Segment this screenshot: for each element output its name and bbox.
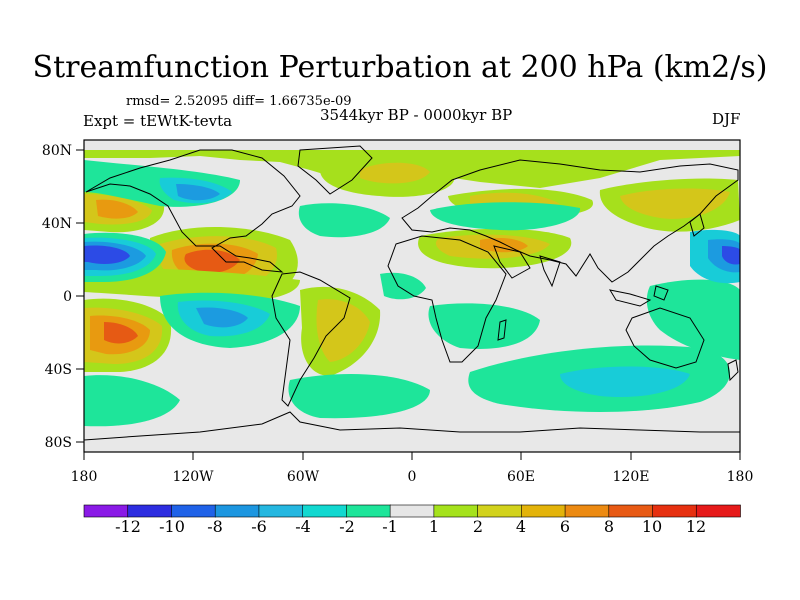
lat-tick-80s: 80S [45, 435, 84, 451]
negative-anomaly-33 [196, 307, 248, 328]
colorbar-swatch [477, 504, 523, 518]
negative-anomaly-35 [288, 374, 430, 419]
lat-tick-40s: 40S [45, 362, 84, 378]
negative-anomaly-36 [428, 303, 540, 349]
coast-greenland [297, 145, 373, 195]
colorbar-label: 8 [604, 517, 614, 536]
coast-australia [625, 307, 705, 369]
lon-tick-label: 60W [287, 469, 320, 485]
period-label: 3544kyr BP - 0000kyr BP [320, 106, 513, 124]
lon-tick-180e: 180 [727, 452, 754, 485]
positive-anomaly-20 [316, 299, 370, 362]
colorbar-label: 6 [560, 517, 570, 536]
stats-text: rmsd= 2.52095 diff= 1.66735e-09 [126, 94, 352, 109]
negative-anomaly-43 [722, 246, 740, 265]
colorbar-swatch [389, 504, 435, 518]
lat-tick-label: 40N [42, 216, 72, 232]
colorbar-label: 12 [686, 517, 706, 536]
colorbar-label: -10 [159, 517, 185, 536]
colorbar-label: 1 [429, 517, 439, 536]
colorbar-swatch [302, 504, 348, 518]
positive-anomaly-2 [360, 162, 430, 184]
colorbar-swatch [433, 504, 479, 518]
colorbar-swatch [652, 504, 698, 518]
lon-tick-label: 0 [408, 469, 417, 485]
lon-tick-label: 120W [172, 469, 214, 485]
coast-africa [387, 235, 507, 363]
coast-arabia-india [493, 245, 561, 288]
experiment-label: Expt = tEWtK-tevta [83, 112, 233, 130]
lon-tick-label: 120E [613, 469, 650, 485]
lat-tick-label: 80S [45, 435, 72, 451]
coastlines [84, 145, 740, 441]
coast-eurasia [401, 159, 739, 283]
negative-anomaly-38 [560, 366, 690, 398]
colorbar-labels: -12 -10 -8 -6 -4 -2 -1 1 2 4 6 8 10 12 [115, 517, 706, 536]
negative-anomaly-30 [84, 245, 130, 264]
lon-tick-label: 180 [71, 469, 98, 485]
colorbar-label: -6 [251, 517, 267, 536]
colorbar-label: -4 [295, 517, 311, 536]
lat-tick-label: 0 [63, 289, 72, 305]
colorbar-swatch [171, 504, 217, 518]
colorbar-label: 10 [642, 517, 662, 536]
coast-north-america [85, 149, 301, 273]
colorbar-label: 4 [516, 517, 526, 536]
colorbar-label: -12 [115, 517, 141, 536]
coast-se-asia-islands [608, 285, 669, 307]
lon-tick-180w: 180 [71, 452, 98, 485]
negative-anomaly-45 [380, 272, 426, 300]
colorbar-swatch [521, 504, 566, 518]
positive-anomaly-18 [104, 322, 138, 344]
positive-anomaly-14 [96, 199, 138, 219]
negative-anomaly-40 [646, 279, 740, 360]
colorbar [83, 504, 741, 518]
colorbar-swatch [83, 504, 129, 518]
lat-tick-label: 40S [45, 362, 72, 378]
lat-axis: 80N 40N 0 40S 80S [42, 143, 84, 451]
lat-tick-0: 0 [63, 289, 84, 305]
lat-tick-40n: 40N [42, 216, 84, 232]
lat-tick-80n: 80N [42, 143, 84, 159]
page-title: Streamfunction Perturbation at 200 hPa (… [32, 50, 768, 85]
colorbar-swatch [608, 504, 654, 518]
negative-anomaly-26 [176, 184, 220, 201]
colorbar-swatch [258, 504, 304, 518]
lon-tick-120w: 120W [172, 452, 214, 485]
lon-tick-60w: 60W [287, 452, 320, 485]
lon-tick-60e: 60E [507, 452, 535, 485]
season-label: DJF [712, 110, 741, 128]
colorbar-swatch [214, 504, 260, 518]
colorbar-swatch [564, 504, 610, 518]
lon-tick-120e: 120E [613, 452, 650, 485]
lon-tick-0: 0 [408, 452, 417, 485]
colorbar-swatch [127, 504, 173, 518]
coast-japan [689, 213, 705, 237]
negative-anomaly-44 [298, 203, 390, 238]
coast-new-zealand [727, 359, 739, 382]
coast-madagascar [497, 319, 507, 341]
colorbar-swatch [346, 504, 391, 518]
colorbar-swatch [695, 504, 741, 518]
negative-anomaly-39 [430, 202, 581, 231]
lat-tick-label: 80N [42, 143, 72, 159]
colorbar-label: 2 [473, 517, 483, 536]
colorbar-label: -2 [339, 517, 355, 536]
lon-tick-label: 60E [507, 469, 535, 485]
negative-anomaly-34 [84, 375, 180, 427]
lon-axis: 180 120W 60W 0 60E 120E 180 [71, 452, 754, 485]
colorbar-label: -8 [207, 517, 223, 536]
coast-antarctica [84, 411, 740, 441]
map-field [84, 140, 740, 452]
colorbar-label: -1 [382, 517, 398, 536]
coast-south-america [271, 271, 351, 407]
positive-anomaly-7 [480, 238, 528, 253]
lon-tick-label: 180 [727, 469, 754, 485]
positive-anomaly-11 [184, 249, 240, 273]
